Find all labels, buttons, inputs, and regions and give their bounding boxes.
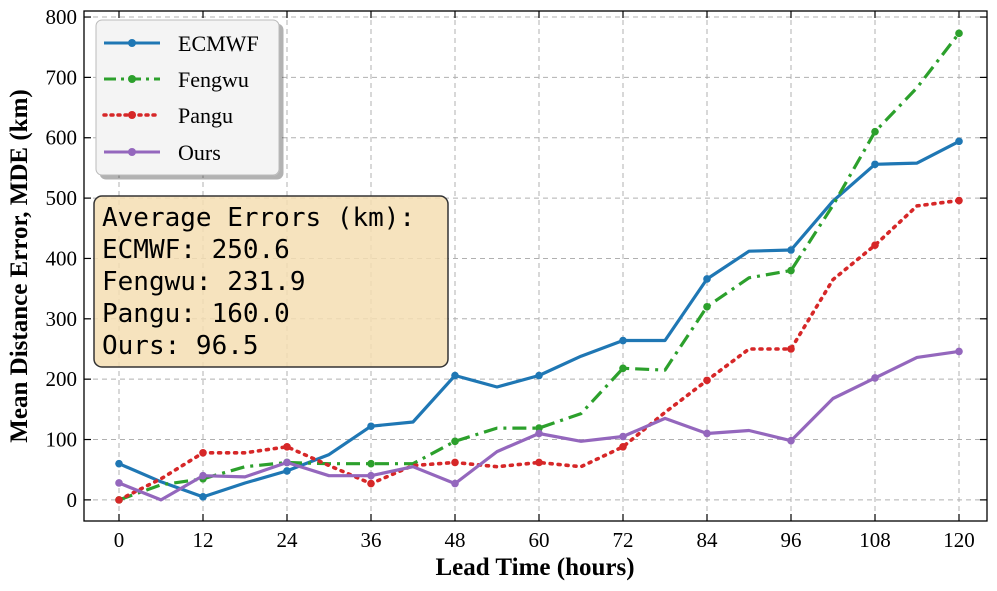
data-point-ecmwf — [451, 371, 459, 380]
y-tick-label: 400 — [46, 246, 78, 270]
data-point-ours — [703, 429, 711, 438]
svg-text:Ours: Ours — [178, 140, 221, 165]
data-point-fengwu — [619, 364, 627, 373]
series-pangu — [115, 196, 963, 504]
data-point-ours — [199, 471, 207, 480]
data-point-pangu — [871, 241, 879, 249]
annotation-title: Average Errors (km): — [102, 203, 415, 233]
annotation-line-ecmwf: ECMWF: 250.6 — [102, 235, 290, 265]
legend-box — [95, 19, 280, 176]
x-tick-label: 60 — [529, 528, 550, 552]
x-axis-title: Lead Time (hours) — [435, 554, 634, 581]
legend: ECMWF Fengwu Pangu Ours — [95, 19, 280, 176]
data-point-ours — [955, 347, 963, 356]
data-point-pangu — [955, 196, 963, 205]
annotation-line-pangu: Pangu: 160.0 — [102, 299, 290, 329]
data-point-fengwu — [955, 29, 963, 38]
data-point-fengwu — [703, 302, 711, 311]
data-point-ours — [871, 374, 879, 382]
x-tick-label: 36 — [361, 528, 382, 552]
data-point-ecmwf — [367, 422, 375, 431]
series-ecmwf — [115, 137, 963, 501]
x-tick-label: 24 — [277, 528, 299, 552]
ticks: 0 12 24 36 48 60 72 84 96 108 120 0 100 200 300 400 500 6… — [46, 5, 987, 552]
data-point-fengwu — [451, 437, 459, 446]
data-point-ours — [115, 479, 123, 487]
data-point-pangu — [787, 345, 795, 353]
svg-text:Pangu: Pangu — [178, 103, 233, 128]
data-point-pangu — [367, 479, 375, 488]
svg-text:Fengwu: Fengwu — [178, 67, 249, 92]
annotation-box — [93, 195, 449, 368]
annotation-line-ours: Ours: 96.5 — [102, 331, 259, 361]
data-point-ours — [367, 471, 375, 480]
data-point-ecmwf — [955, 137, 963, 146]
y-tick-label: 0 — [67, 488, 78, 512]
x-tick-label: 12 — [193, 528, 214, 552]
data-point-ecmwf — [787, 246, 795, 254]
data-point-pangu — [535, 458, 543, 467]
x-tick-label: 120 — [943, 528, 975, 552]
x-tick-label: 0 — [114, 528, 125, 552]
x-tick-label: 48 — [445, 528, 466, 552]
average-errors-annotation: Average Errors (km): ECMWF: 250.6 Fengwu… — [93, 195, 449, 368]
annotation-line-fengwu: Fengwu: 231.9 — [102, 267, 306, 297]
legend-entry-ours: Ours — [104, 140, 221, 165]
legend-entry-pangu: Pangu — [102, 103, 233, 128]
data-point-ours — [787, 436, 795, 445]
data-point-ecmwf — [115, 459, 123, 468]
data-point-ours — [283, 458, 291, 467]
data-point-pangu — [283, 442, 291, 451]
data-point-fengwu — [535, 424, 543, 432]
legend-entry-fengwu: Fengwu — [104, 67, 249, 92]
legend-entry-ecmwf: ECMWF — [104, 31, 259, 56]
data-point-ours — [619, 432, 627, 441]
x-tick-label: 96 — [781, 528, 802, 552]
series-ours — [115, 347, 963, 502]
data-point-ecmwf — [871, 160, 879, 169]
data-point-ours — [535, 429, 543, 438]
x-tick-label: 108 — [859, 528, 891, 552]
y-tick-label: 600 — [46, 126, 78, 150]
data-point-pangu — [619, 442, 627, 451]
plot-frame — [83, 10, 988, 522]
grid — [84, 11, 987, 521]
series-line-pangu — [117, 198, 961, 502]
x-tick-label: 84 — [697, 528, 719, 552]
data-point-pangu — [451, 458, 459, 467]
data-point-fengwu — [871, 127, 879, 136]
y-tick-label: 500 — [46, 186, 78, 210]
y-axis-title: Mean Distance Error, MDE (km) — [6, 89, 33, 442]
y-tick-label: 800 — [46, 5, 78, 29]
data-point-ecmwf — [199, 493, 207, 501]
data-point-pangu — [115, 496, 123, 504]
x-tick-label: 72 — [613, 528, 634, 552]
svg-text:ECMWF: ECMWF — [178, 31, 259, 56]
y-tick-label: 200 — [46, 367, 78, 391]
y-tick-label: 300 — [46, 307, 78, 331]
data-point-pangu — [199, 448, 207, 457]
y-tick-label: 700 — [46, 65, 78, 89]
data-point-ecmwf — [283, 467, 291, 475]
data-point-ecmwf — [535, 371, 543, 380]
data-point-ecmwf — [703, 275, 711, 283]
data-point-pangu — [703, 376, 711, 385]
data-point-fengwu — [787, 266, 795, 275]
data-point-fengwu — [367, 459, 375, 468]
series-layer — [115, 29, 963, 504]
data-point-ours — [451, 479, 459, 488]
data-point-ecmwf — [619, 336, 627, 345]
y-tick-label: 100 — [46, 428, 78, 452]
